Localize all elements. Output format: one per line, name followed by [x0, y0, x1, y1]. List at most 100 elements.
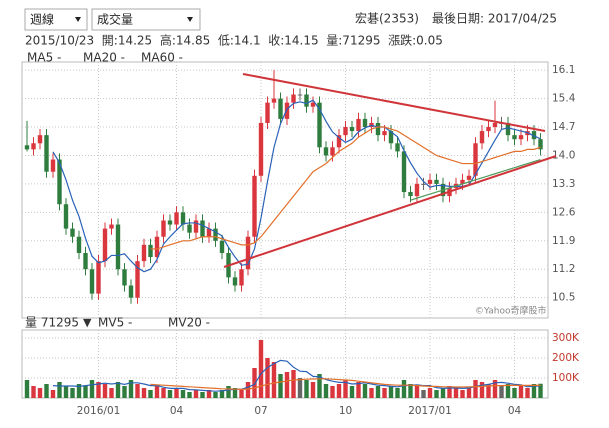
volume-bar [479, 382, 485, 398]
candle-body [122, 269, 127, 286]
candle-body [427, 179, 433, 184]
candle-body [76, 236, 82, 253]
volume-bar [512, 388, 517, 398]
last-date: 最後日期: 2017/04/25 [432, 12, 557, 26]
candle-body [83, 252, 88, 270]
indicator-select[interactable] [91, 8, 201, 31]
volume-bar [421, 390, 426, 398]
change-symbol: ▼ [83, 316, 92, 329]
ma-line [150, 126, 541, 250]
volume-bar [349, 386, 355, 398]
volume-bar [239, 390, 244, 398]
y-tick-label: 100K [552, 372, 580, 384]
volume-bar [161, 388, 166, 398]
volume-bar [362, 384, 368, 398]
volume-bar [167, 390, 173, 398]
candle-body [57, 159, 62, 205]
candle-body [96, 261, 101, 294]
volume-bar [265, 358, 270, 398]
candle-body [232, 277, 238, 286]
candle-body [63, 204, 69, 229]
candle-body [50, 159, 56, 172]
y-tick-label: 300K [552, 332, 580, 344]
candle-body [323, 147, 329, 156]
trend-line [223, 155, 557, 268]
candle-body [128, 285, 134, 298]
candle-body [382, 131, 387, 136]
volume-bar [122, 386, 127, 398]
candle-body [291, 94, 296, 103]
candle-body [479, 131, 485, 144]
volume-bar [50, 390, 56, 398]
volume-bar [297, 378, 303, 398]
candle-body [187, 224, 192, 233]
candle-body [317, 102, 322, 148]
candle-body [538, 139, 543, 150]
candle-body [206, 228, 212, 237]
volume-bar [473, 380, 478, 398]
candle-body [245, 236, 251, 270]
volume-bar [395, 388, 400, 398]
volume-bar [37, 388, 43, 398]
candle-body [336, 135, 342, 148]
volume-bar [414, 386, 420, 398]
volume-bar [336, 384, 342, 398]
volume-bar [356, 382, 361, 398]
volume-bar [193, 390, 199, 398]
volume-bar [128, 380, 134, 398]
dropdown-arrow [75, 17, 81, 22]
volume-bar [174, 388, 179, 398]
volume-bar [24, 380, 30, 398]
volume-bar [427, 388, 433, 398]
volume-bar [278, 374, 283, 398]
candle-body [265, 102, 270, 123]
volume-bar [252, 368, 257, 398]
volume-bar [96, 382, 101, 398]
candle-body [89, 269, 95, 294]
volume-bar [115, 382, 121, 398]
candle-body [213, 228, 218, 241]
volume-bar [70, 388, 75, 398]
volume-bar [492, 380, 498, 398]
period-select[interactable] [24, 8, 88, 31]
candle-body [37, 135, 43, 144]
volume-bar [148, 390, 153, 398]
candle-body [486, 127, 491, 132]
y-tick-label: 13.3 [552, 178, 575, 190]
volume-bar [453, 388, 459, 398]
candle-body [102, 228, 108, 262]
volume-bar [401, 380, 407, 398]
candle-body [466, 175, 472, 180]
price-panel [21, 61, 549, 319]
volume-bar [460, 390, 465, 398]
volume-bar [486, 384, 491, 398]
candle-body [356, 118, 361, 132]
ma-line [150, 378, 541, 391]
volume-bar [187, 392, 192, 398]
y-tick-label: 11.2 [552, 263, 575, 275]
volume-bar [200, 392, 205, 398]
volume-bar [382, 388, 387, 398]
volume-bar [317, 374, 322, 398]
candle-body [109, 224, 114, 229]
ma-line [410, 158, 541, 201]
volume-bar [83, 386, 88, 398]
candle-body [278, 98, 283, 119]
candle-body [310, 102, 316, 107]
candle-body [135, 261, 140, 298]
candle-body [460, 179, 465, 184]
candle-body [70, 228, 75, 237]
volume-bar [258, 340, 264, 398]
volume-bar [206, 390, 212, 398]
volume-bar [213, 392, 218, 398]
candle-body [154, 236, 160, 258]
y-tick-label: 16.1 [552, 64, 575, 76]
volume-bar [57, 382, 62, 398]
x-tick-label: 07 [254, 405, 267, 417]
y-tick-label: 12.6 [552, 206, 576, 218]
candle-body [167, 220, 173, 225]
volume-bar [408, 384, 413, 398]
candle-body [531, 131, 537, 140]
candle-body [180, 212, 186, 225]
